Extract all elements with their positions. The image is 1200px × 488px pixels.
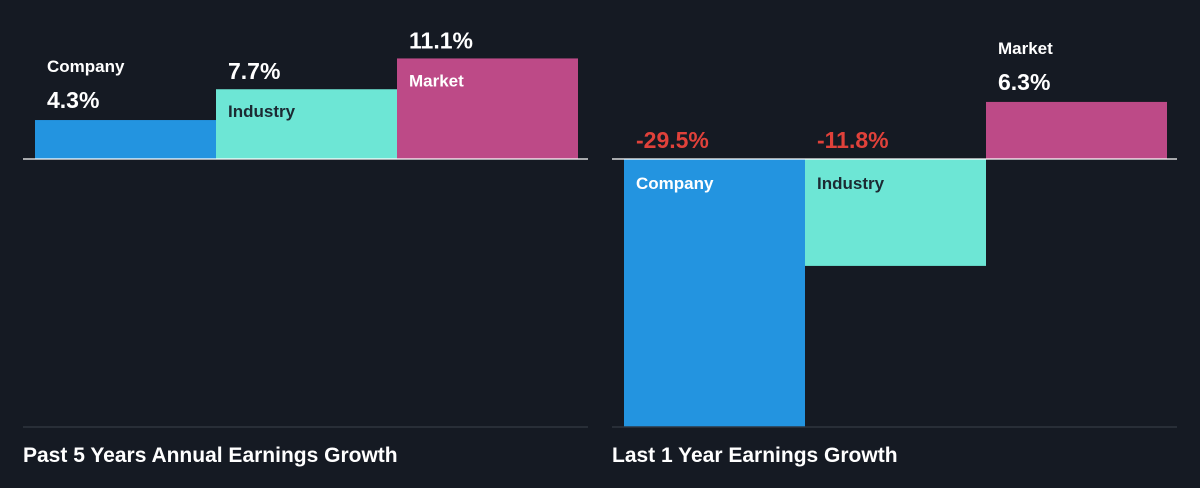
five-year-value-label-market: 11.1%	[409, 27, 473, 53]
five-year-category-label-industry: Industry	[228, 102, 296, 121]
chart-title-past-5-years: Past 5 Years Annual Earnings Growth	[23, 444, 398, 467]
chart-title-last-1-year: Last 1 Year Earnings Growth	[612, 444, 898, 467]
five-year-category-label-market: Market	[409, 71, 464, 90]
one-year-bar-industry	[805, 159, 986, 266]
one-year-value-label-company: -29.5%	[636, 127, 709, 153]
one-year-value-label-market: 6.3%	[998, 69, 1050, 95]
one-year-category-label-industry: Industry	[817, 174, 885, 193]
one-year-bar-company	[624, 159, 805, 427]
five-year-value-label-company: 4.3%	[47, 87, 99, 113]
one-year-value-label-industry: -11.8%	[817, 127, 889, 153]
five-year-bar-company	[35, 120, 216, 159]
one-year-category-label-market: Market	[998, 39, 1053, 58]
five-year-bar-market	[397, 58, 578, 159]
five-year-category-label-company: Company	[47, 57, 125, 76]
one-year-bar-market	[986, 101, 1167, 159]
one-year-category-label-company: Company	[636, 174, 714, 193]
five-year-value-label-industry: 7.7%	[228, 58, 280, 84]
five-year-bar-industry	[216, 89, 397, 159]
